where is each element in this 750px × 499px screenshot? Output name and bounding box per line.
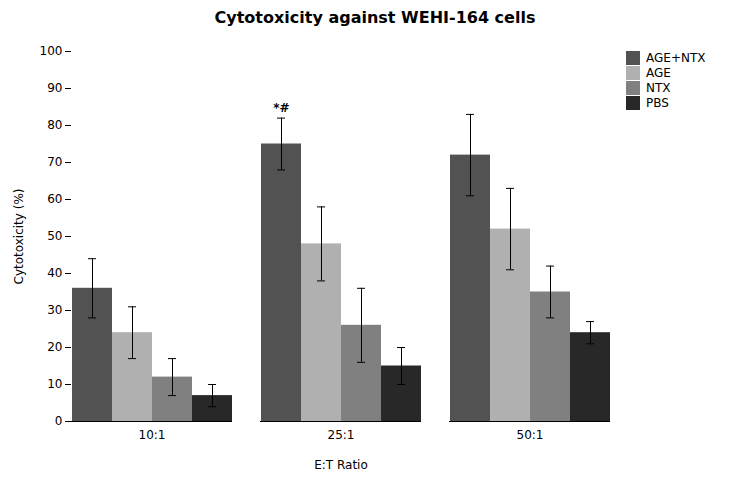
svg-text:40: 40 — [47, 266, 62, 280]
svg-text:60: 60 — [47, 192, 62, 206]
svg-text:*#: *# — [273, 101, 289, 115]
html-text:NTX: NTX — [646, 81, 671, 95]
svg-text:0: 0 — [55, 414, 63, 428]
svg-text:100: 100 — [40, 44, 63, 58]
svg-text:30: 30 — [47, 303, 62, 317]
svg-text:10: 10 — [47, 377, 62, 391]
svg-text:70: 70 — [47, 155, 62, 169]
html-text:AGE: AGE — [646, 66, 671, 80]
svg-text:50: 50 — [47, 229, 62, 243]
html-text:PBS: PBS — [646, 96, 669, 110]
svg-text:20: 20 — [47, 340, 62, 354]
svg-text:80: 80 — [47, 118, 62, 132]
svg-text:Cytotoxicity (%): Cytotoxicity (%) — [12, 189, 26, 285]
svg-text:90: 90 — [47, 81, 62, 95]
html-text:AGE+NTX: AGE+NTX — [646, 51, 706, 65]
svg-text:E:T Ratio: E:T Ratio — [314, 458, 368, 472]
svg-text:10:1: 10:1 — [139, 428, 166, 442]
svg-text:50:1: 50:1 — [517, 428, 544, 442]
html-text:Cytotoxicity against WEHI-164: Cytotoxicity against WEHI-164 cells — [214, 8, 536, 27]
svg-text:25:1: 25:1 — [328, 428, 355, 442]
